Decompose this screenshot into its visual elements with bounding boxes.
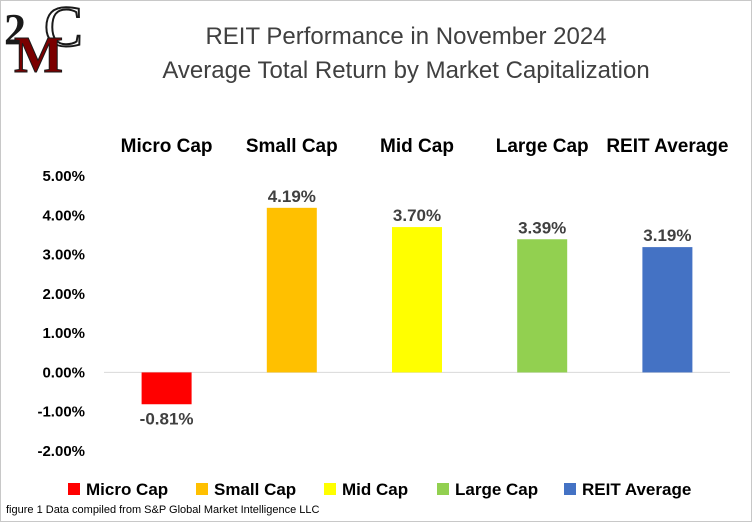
legend-swatch (564, 483, 576, 495)
logo-text-c: C (44, 4, 83, 59)
logo: 2 C M (4, 4, 84, 74)
chart-title-line2: Average Total Return by Market Capitaliz… (162, 57, 650, 84)
data-label: 3.70% (393, 206, 441, 225)
bar (141, 372, 192, 405)
data-label: 4.19% (268, 187, 316, 206)
category-label: Large Cap (496, 136, 589, 157)
y-tick-label: -1.00% (37, 404, 85, 421)
legend-swatch (68, 483, 80, 495)
chart-title-line1: REIT Performance in November 2024 (205, 23, 607, 50)
y-tick-label: 2.00% (42, 286, 85, 303)
legend-label: Small Cap (214, 480, 296, 499)
legend-swatch (437, 483, 449, 495)
y-tick-label: 4.00% (42, 207, 85, 224)
bar (392, 227, 442, 373)
category-label: Small Cap (246, 136, 338, 157)
data-label: -0.81% (140, 409, 194, 428)
y-tick-label: 1.00% (42, 325, 85, 342)
legend-label: Mid Cap (342, 480, 408, 499)
footnote: figure 1 Data compiled from S&P Global M… (6, 504, 320, 516)
y-tick-label: -2.00% (37, 443, 85, 460)
bar (642, 247, 693, 373)
category-label: REIT Average (606, 136, 728, 157)
y-tick-label: 5.00% (42, 168, 85, 185)
legend-label: Large Cap (455, 480, 538, 499)
category-label: Micro Cap (121, 136, 213, 157)
legend-swatch (324, 483, 336, 495)
legend-label: REIT Average (582, 480, 691, 499)
legend-swatch (196, 483, 208, 495)
data-label: 3.39% (518, 218, 566, 237)
category-label: Mid Cap (380, 136, 454, 157)
bar (266, 207, 317, 373)
bar (517, 239, 568, 373)
logo-text-m: M (14, 27, 63, 74)
y-tick-label: 3.00% (42, 247, 85, 264)
data-label: 3.19% (643, 226, 691, 245)
chart-title: REIT Performance in November 2024 Averag… (60, 20, 752, 88)
legend-label: Micro Cap (86, 480, 168, 499)
logo-text-2: 2 (4, 5, 26, 54)
y-tick-label: 0.00% (42, 364, 85, 381)
